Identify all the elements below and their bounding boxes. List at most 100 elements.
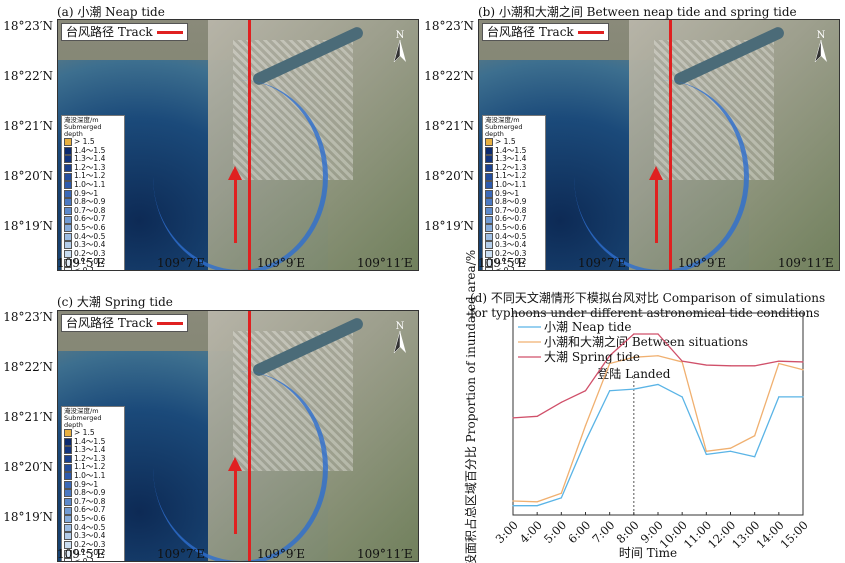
depth-legend-title: 淹没深度/m bbox=[64, 116, 99, 124]
depth-legend-swatch bbox=[485, 198, 493, 207]
depth-legend-label: 0.3～0.4 bbox=[74, 240, 106, 250]
x-tick-label: 11:00 bbox=[681, 518, 714, 551]
depth-legend-item: > 1.5 bbox=[485, 137, 543, 147]
depth-legend-item: 1.2～1.3 bbox=[64, 454, 122, 464]
depth-legend-label: 1.4～1.5 bbox=[495, 145, 527, 155]
depth-legend-item: 1.4～1.5 bbox=[64, 437, 122, 447]
series-point-0 bbox=[536, 505, 538, 507]
depth-legend-item: < 0.1 bbox=[64, 557, 122, 561]
x-tick-label: 4:00 bbox=[517, 518, 545, 546]
longitude-label: 109°9′E bbox=[257, 256, 306, 270]
track-legend-b: 台风路径 Track bbox=[482, 23, 609, 41]
map-shore-a bbox=[153, 80, 328, 270]
chart-title: (d) 不同天文潮情形下模拟台风对比 Comparison of simulat… bbox=[470, 291, 826, 320]
depth-legend-item: 0.9～1 bbox=[485, 188, 543, 199]
north-arrow-icon: N bbox=[393, 321, 406, 354]
depth-legend-swatch bbox=[64, 489, 72, 498]
map-panel-a: 台风路径 Track N 淹没深度/m Submerged depth > 1.5 1.4… bbox=[57, 19, 419, 271]
series-point-1 bbox=[609, 362, 611, 365]
depth-legend-swatch bbox=[485, 181, 493, 190]
series-point-1 bbox=[657, 355, 659, 357]
depth-legend-item: 0.8～0.9 bbox=[64, 489, 122, 498]
svg-text:N: N bbox=[396, 30, 405, 41]
depth-legend-item: 0.6～0.7 bbox=[64, 215, 122, 224]
depth-legend-swatch bbox=[485, 207, 493, 216]
depth-legend-label: 0.1～0.2 bbox=[74, 257, 106, 267]
depth-legend-subtitle: Submerged depth bbox=[64, 123, 102, 138]
svg-text:N: N bbox=[396, 321, 405, 332]
typhoon-track-line-b bbox=[669, 20, 672, 270]
depth-legend-label: 0.9～1 bbox=[495, 188, 520, 198]
typhoon-arrow-head-b bbox=[649, 166, 663, 180]
series-point-0 bbox=[560, 497, 562, 499]
depth-legend-swatch bbox=[64, 138, 72, 147]
depth-legend-item: 0.4～0.5 bbox=[64, 231, 122, 242]
depth-legend-subtitle: Submerged depth bbox=[64, 414, 102, 429]
depth-legend-label: 1.2～1.3 bbox=[495, 162, 527, 172]
x-tick-label: 12:00 bbox=[705, 518, 738, 551]
latitude-label: 18°21′N bbox=[424, 119, 474, 133]
depth-legend-item: 1.1～1.2 bbox=[64, 172, 122, 181]
x-tick-label: 10:00 bbox=[657, 518, 690, 551]
depth-legend-item: 0.3～0.4 bbox=[64, 532, 122, 541]
depth-legend-item: 0.4～0.5 bbox=[64, 523, 122, 533]
depth-legend-label: 0.3～0.4 bbox=[74, 531, 106, 541]
depth-legend-item: 0.4～0.5 bbox=[485, 232, 543, 242]
depth-legend-title: 淹没深度/m bbox=[485, 116, 520, 124]
x-tick-label: 13:00 bbox=[729, 518, 762, 551]
latitude-label: 18°21′N bbox=[3, 410, 53, 424]
depth-legend-swatch bbox=[64, 558, 72, 561]
latitude-label: 18°23′N bbox=[3, 19, 53, 33]
longitude-label: 109°11′E bbox=[357, 256, 413, 270]
latitude-label: 18°19′N bbox=[3, 510, 53, 524]
depth-legend-label: 0.5～0.6 bbox=[74, 222, 106, 232]
depth-legend-label: 1.3～1.4 bbox=[495, 154, 527, 164]
track-legend-label: 台风路径 Track bbox=[66, 25, 153, 39]
depth-legend-item: 0.1～0.2 bbox=[64, 258, 122, 267]
depth-legend-item: 1.4～1.5 bbox=[485, 145, 543, 156]
x-tick-label: 14:00 bbox=[753, 518, 786, 551]
track-legend-swatch bbox=[577, 30, 604, 34]
series-point-2 bbox=[560, 401, 562, 403]
depth-legend-swatch bbox=[485, 215, 493, 224]
longitude-label: 109°7′E bbox=[578, 256, 627, 270]
longitude-label: 109°11′E bbox=[778, 256, 834, 270]
north-arrow-icon: N bbox=[814, 30, 827, 63]
depth-legend-item: 0.6～0.7 bbox=[64, 506, 122, 515]
series-point-1 bbox=[512, 500, 514, 502]
landing-annotation: 登陆 Landed bbox=[597, 366, 670, 381]
latitude-label: 18°22′N bbox=[3, 360, 53, 374]
x-axis-label: 时间 Time bbox=[619, 546, 677, 560]
depth-legend-label: 1.1～1.2 bbox=[74, 171, 106, 181]
depth-legend-item: 1.2～1.3 bbox=[485, 162, 543, 173]
depth-legend-item: 0.8～0.9 bbox=[64, 198, 122, 207]
depth-legend-label: 0.7～0.8 bbox=[495, 205, 527, 215]
series-point-0 bbox=[729, 450, 732, 452]
series-point-2 bbox=[778, 360, 780, 362]
series-point-0 bbox=[778, 396, 780, 398]
depth-legend-swatch bbox=[64, 472, 72, 481]
depth-legend-label: 0.9～1 bbox=[74, 188, 99, 198]
depth-legend-item: 0.5～0.6 bbox=[64, 222, 122, 233]
longitude-label: 109°5′E bbox=[57, 256, 106, 270]
series-point-1 bbox=[633, 356, 635, 358]
series-point-2 bbox=[754, 365, 756, 367]
depth-legend-label: 0.8～0.9 bbox=[74, 197, 106, 207]
depth-legend-item: 0.3～0.4 bbox=[64, 241, 122, 250]
depth-legend-label: 0.6～0.7 bbox=[74, 214, 106, 224]
depth-legend-label: 0.5～0.6 bbox=[74, 513, 106, 523]
depth-legend-label: 1.1～1.2 bbox=[495, 171, 527, 181]
depth-legend-item: 0.7～0.8 bbox=[64, 497, 122, 507]
depth-legend-swatch bbox=[485, 241, 493, 250]
series-point-1 bbox=[681, 361, 683, 363]
series-point-1 bbox=[584, 425, 587, 427]
svg-text:N: N bbox=[817, 30, 826, 41]
x-tick-label: 3:00 bbox=[493, 518, 521, 546]
depth-legend-label: 0.4～0.5 bbox=[74, 231, 106, 241]
depth-legend-c: 淹没深度/m Submerged depth > 1.5 1.4～1.5 1.3～1.4… bbox=[61, 406, 125, 561]
depth-legend-swatch bbox=[64, 498, 72, 507]
depth-legend-item: 0.2～0.3 bbox=[64, 540, 122, 550]
depth-legend-item: 1.0～1.1 bbox=[485, 180, 543, 190]
series-point-1 bbox=[729, 447, 732, 449]
series-point-2 bbox=[536, 415, 538, 417]
